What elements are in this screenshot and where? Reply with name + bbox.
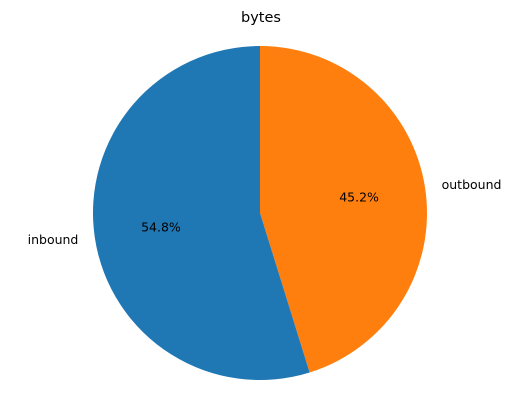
slice-label-inbound: inbound: [28, 232, 79, 247]
chart-title: bytes: [241, 10, 281, 26]
slice-percent-inbound: 54.8%: [141, 220, 181, 235]
pie-labels: outbound 45.2% inbound 54.8%: [28, 177, 502, 247]
slice-label-outbound: outbound: [442, 177, 502, 192]
pie-slice-outbound: [260, 46, 428, 373]
slice-percent-outbound: 45.2%: [339, 189, 379, 204]
pie-slice-inbound: [93, 46, 310, 380]
pie-slices: [93, 46, 428, 380]
